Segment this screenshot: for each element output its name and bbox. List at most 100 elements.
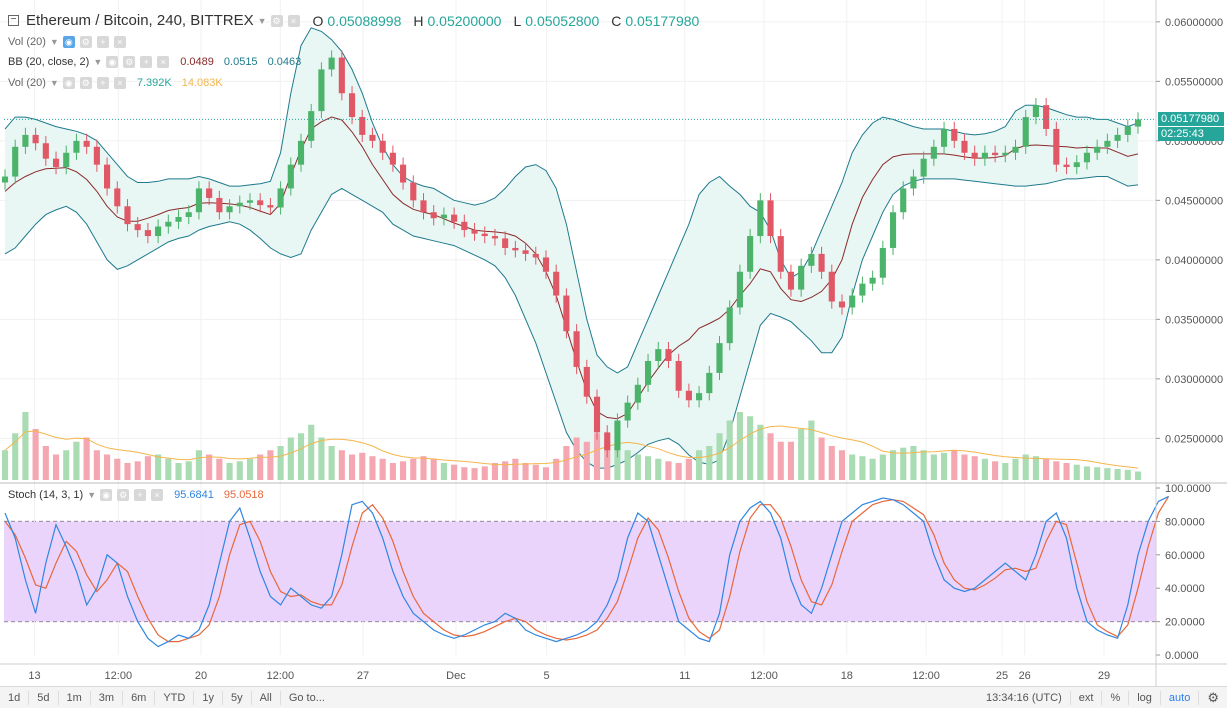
add-icon[interactable]: +: [96, 36, 109, 48]
eye-icon[interactable]: ◉: [100, 489, 113, 501]
candle-body: [696, 393, 703, 401]
utc-time[interactable]: 13:34:16 (UTC): [978, 690, 1071, 705]
volume-bar: [593, 433, 601, 480]
candle-body: [389, 152, 396, 165]
bb-fill: [5, 27, 1138, 469]
candle-body: [512, 247, 519, 251]
countdown-tag: 02:25:43: [1158, 127, 1224, 142]
settings-icon[interactable]: ⚙: [79, 36, 92, 48]
volume-bar: [1, 450, 9, 480]
auto-toggle[interactable]: auto: [1161, 690, 1200, 705]
candle-body: [900, 188, 907, 213]
legend-bb: BB (20, close, 2) ▼ ◉ ⚙ + × 0.0489 0.051…: [8, 56, 301, 68]
stoch-name[interactable]: Stoch (14, 3, 1): [8, 489, 84, 501]
chevron-down-icon[interactable]: ▼: [93, 57, 103, 67]
volume-bar: [440, 463, 447, 480]
gear-icon[interactable]: ⚙: [1207, 689, 1219, 705]
candle-body: [410, 182, 417, 201]
close-icon[interactable]: ×: [113, 77, 126, 89]
candle-body: [859, 283, 866, 296]
volume-bar: [971, 456, 978, 480]
candle-body: [869, 277, 876, 284]
stoch-band-area: [4, 521, 1156, 622]
volume-bar: [644, 456, 652, 480]
volume-bar: [1002, 463, 1009, 480]
chevron-down-icon[interactable]: ▼: [257, 15, 267, 26]
time-axis-label: 11: [679, 670, 690, 682]
range-1y[interactable]: 1y: [194, 690, 223, 705]
eye-icon[interactable]: ◉: [62, 36, 75, 48]
add-icon[interactable]: +: [134, 489, 147, 501]
volume-bar: [1032, 456, 1039, 480]
time-axis-label: 26: [1019, 670, 1031, 682]
volume-bar: [277, 446, 284, 480]
add-icon[interactable]: +: [140, 56, 153, 68]
volume-bar: [104, 454, 111, 480]
close-icon[interactable]: ×: [157, 56, 170, 68]
price-axis-label: 0.03000000: [1165, 374, 1223, 386]
volume-bar: [461, 467, 468, 480]
close-icon[interactable]: ×: [287, 14, 300, 27]
range-1m[interactable]: 1m: [59, 690, 91, 705]
range-all[interactable]: All: [252, 690, 281, 705]
symbol-title[interactable]: Ethereum / Bitcoin, 240, BITTREX: [26, 12, 254, 29]
close-icon[interactable]: ×: [151, 489, 164, 501]
range-3m[interactable]: 3m: [91, 690, 124, 705]
candle-body: [206, 188, 213, 198]
eye-icon[interactable]: ◉: [62, 77, 75, 89]
add-icon[interactable]: +: [96, 77, 109, 89]
volume-bar: [981, 458, 988, 480]
candle-body: [1043, 105, 1050, 129]
candle-body: [930, 146, 937, 159]
range-ytd[interactable]: YTD: [155, 690, 195, 705]
settings-icon[interactable]: ⚙: [79, 77, 92, 89]
range-5y[interactable]: 5y: [223, 690, 252, 705]
volume-bar: [175, 463, 182, 480]
percent-toggle[interactable]: %: [1102, 690, 1130, 705]
volume-bar: [951, 450, 958, 480]
bottom-right-controls: 13:34:16 (UTC) ext % log auto ⚙: [978, 690, 1227, 706]
volume-bar: [491, 463, 499, 480]
settings-icon[interactable]: ⚙: [270, 14, 283, 27]
chevron-down-icon[interactable]: ▼: [49, 78, 59, 88]
open-value: 0.05088998: [327, 12, 402, 29]
settings-icon[interactable]: ⚙: [123, 56, 136, 68]
range-1d[interactable]: 1d: [0, 690, 30, 705]
log-toggle[interactable]: log: [1129, 690, 1161, 705]
volume-bar: [563, 446, 570, 480]
candle-body: [808, 253, 815, 266]
volume-bar: [63, 450, 70, 480]
volume-bar: [838, 450, 846, 480]
time-axis-label: 25: [996, 670, 1008, 682]
volume-bar: [532, 464, 539, 480]
candle-body: [471, 230, 478, 234]
candle-body: [502, 238, 509, 248]
time-axis-label: Dec: [446, 670, 466, 682]
close-icon[interactable]: ×: [113, 36, 126, 48]
bb-name[interactable]: BB (20, close, 2): [8, 56, 90, 68]
range-5d[interactable]: 5d: [29, 690, 59, 705]
settings-icon[interactable]: ⚙: [117, 489, 130, 501]
time-axis-label: 12:00: [267, 670, 295, 682]
volume-bar: [1104, 468, 1111, 480]
collapse-icon[interactable]: −: [8, 15, 19, 26]
volume-bar: [604, 441, 611, 480]
range-6m[interactable]: 6m: [123, 690, 156, 705]
volume-bar: [226, 463, 233, 480]
vol-name[interactable]: Vol (20): [8, 77, 46, 89]
ext-toggle[interactable]: ext: [1071, 690, 1103, 705]
candle-body: [491, 236, 499, 239]
eye-icon[interactable]: ◉: [106, 56, 119, 68]
volume-bar: [32, 429, 39, 480]
chevron-down-icon[interactable]: ▼: [87, 490, 97, 500]
volume-bar: [920, 450, 927, 480]
chevron-down-icon[interactable]: ▼: [49, 37, 59, 47]
volume-bar: [73, 441, 80, 480]
volume-bar: [389, 463, 396, 480]
goto-button[interactable]: Go to...: [288, 691, 325, 704]
time-axis-label: 20: [195, 670, 207, 682]
vol-top-name[interactable]: Vol (20): [8, 36, 46, 48]
candle-body: [124, 206, 131, 225]
